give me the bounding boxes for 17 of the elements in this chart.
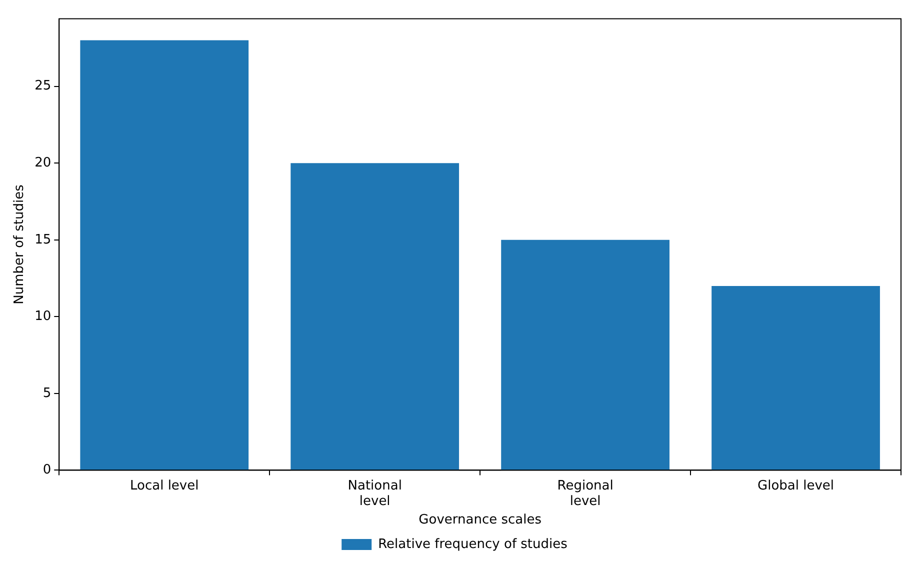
bar [80, 40, 249, 470]
y-axis-title: Number of studies [12, 184, 28, 304]
y-tick-label: 10 [34, 309, 52, 324]
x-tick-label: Regional level [557, 478, 614, 509]
y-tick-label: 25 [34, 78, 52, 94]
y-tick-label: 0 [42, 462, 52, 478]
x-tick-label: Global level [758, 478, 834, 494]
x-tick-label: National level [348, 478, 402, 509]
x-tick-label: Local level [130, 478, 199, 494]
legend-label: Relative frequency of studies [378, 536, 568, 552]
bar [290, 163, 460, 470]
x-axis-title: Governance scales [418, 512, 542, 528]
y-tick-label: 15 [34, 232, 52, 248]
y-tick-label: 20 [34, 156, 52, 170]
bar [501, 240, 670, 470]
y-tick-label: 5 [42, 386, 52, 401]
bar [712, 286, 880, 470]
